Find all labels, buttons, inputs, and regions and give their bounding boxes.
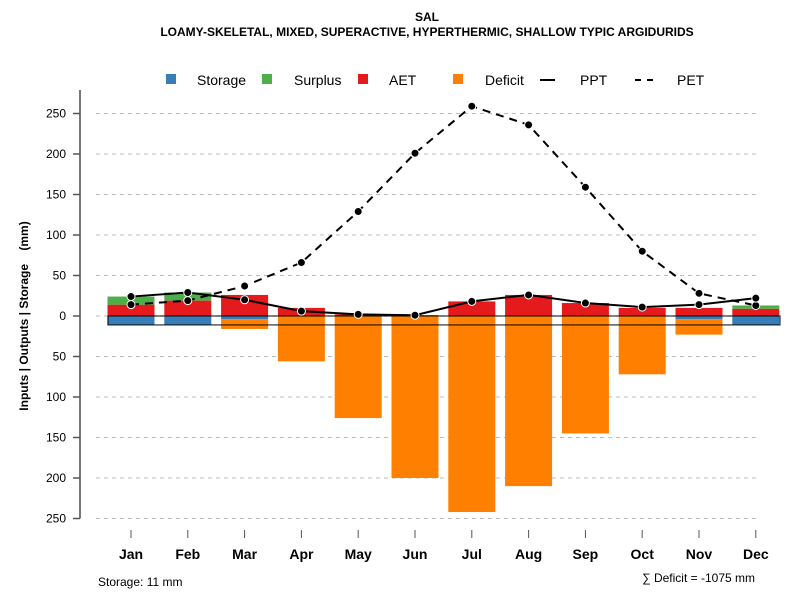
legend-swatch-storage — [166, 74, 176, 84]
legend-swatch-surplus — [262, 74, 272, 84]
deficit-bar — [391, 316, 439, 478]
y-tick-label: 100 — [46, 228, 66, 242]
storage-bar — [221, 316, 269, 320]
x-tick-label: Apr — [289, 546, 314, 562]
pet-point — [580, 182, 590, 192]
aet-bar — [505, 294, 553, 316]
chart-subtitle: LOAMY-SKELETAL, MIXED, SUPERACTIVE, HYPE… — [160, 25, 693, 39]
y-tick-label: 200 — [46, 471, 66, 485]
pet-point — [410, 148, 420, 158]
pet-point — [183, 296, 193, 306]
y-tick-label: 50 — [53, 350, 67, 364]
ppt-point — [353, 309, 363, 319]
y-tick-label: 250 — [46, 512, 66, 526]
x-tick-label: Nov — [686, 546, 713, 562]
legend-label: Surplus — [294, 72, 341, 88]
deficit-bar — [505, 316, 553, 487]
y-tick-label: 0 — [59, 309, 66, 323]
deficit-bar — [618, 316, 666, 375]
legend-item-ppt: PPT — [540, 72, 608, 88]
x-tick-label: Dec — [743, 546, 769, 562]
y-tick-label: 150 — [46, 188, 66, 202]
ppt-point — [751, 293, 761, 303]
deficit-bar — [221, 319, 269, 329]
legend: Storage Surplus AET Deficit PPT PET — [166, 72, 705, 88]
ppt-point — [240, 295, 250, 305]
pet-point — [240, 281, 250, 291]
x-tick-label: May — [345, 546, 372, 562]
lines — [126, 101, 761, 320]
y-tick-label: 250 — [46, 107, 66, 121]
deficit-bar — [448, 316, 496, 513]
y-tick-label: 200 — [46, 147, 66, 161]
deficit-bar — [334, 316, 382, 419]
ppt-point — [580, 298, 590, 308]
aet-bar — [732, 308, 780, 316]
storage-bar — [164, 316, 212, 325]
pet-point — [694, 288, 704, 298]
storage-bar — [107, 316, 155, 325]
storage-bar — [675, 316, 723, 320]
y-tick-label: 150 — [46, 431, 66, 445]
storage-bar — [732, 316, 780, 325]
aet-bar — [107, 304, 155, 316]
pet-point — [524, 120, 534, 130]
aet-bar — [618, 307, 666, 316]
legend-label: PPT — [580, 72, 608, 88]
ppt-point — [694, 300, 704, 310]
legend-item-deficit: Deficit — [453, 72, 524, 88]
ppt-point — [183, 288, 193, 298]
ppt-point — [296, 306, 306, 316]
y-axis-label: Inputs | Outputs | Storage (mm) — [17, 221, 31, 410]
legend-item-storage: Storage — [166, 72, 246, 88]
deficit-bar — [561, 316, 609, 434]
ppt-point — [637, 302, 647, 312]
ppt-point — [524, 290, 534, 300]
pet-line — [130, 105, 757, 307]
ppt-point — [410, 310, 420, 320]
x-tick-label: Sep — [573, 546, 599, 562]
deficit-bar — [675, 319, 723, 335]
legend-item-pet: PET — [635, 72, 705, 88]
legend-swatch-deficit — [453, 74, 463, 84]
chart-title: SAL — [415, 10, 439, 24]
deficit-sum: ∑ Deficit = -1075 mm — [642, 571, 755, 585]
legend-label: Storage — [197, 72, 246, 88]
legend-item-aet: AET — [358, 72, 417, 88]
pet-point — [467, 101, 477, 111]
pet-point — [353, 207, 363, 217]
axes: 250 200 150 100 50 0 50 100 150 200 250 Jan Feb Mar Ap… — [46, 90, 769, 562]
y-tick-label: 100 — [46, 390, 66, 404]
aet-bar — [561, 303, 609, 316]
legend-label: Deficit — [485, 72, 524, 88]
x-tick-label: Mar — [232, 546, 257, 562]
x-tick-label: Jan — [119, 546, 143, 562]
y-tick-label: 50 — [53, 269, 67, 283]
legend-swatch-aet — [358, 74, 368, 84]
pet-point — [637, 246, 647, 256]
pet-point — [296, 258, 306, 268]
ppt-point — [126, 292, 136, 302]
storage-frame — [107, 315, 781, 326]
pet-point — [126, 300, 136, 310]
ppt-line — [130, 291, 756, 317]
ppt-point — [467, 296, 477, 306]
x-tick-label: Jun — [403, 546, 428, 562]
aet-bar — [221, 294, 269, 316]
x-tick-label: Oct — [631, 546, 655, 562]
storage-note: Storage: 11 mm — [98, 575, 182, 589]
legend-label: AET — [389, 72, 417, 88]
legend-label: PET — [677, 72, 705, 88]
x-tick-label: Jul — [462, 546, 482, 562]
legend-item-surplus: Surplus — [262, 72, 341, 88]
storage-capacity-box — [107, 315, 781, 326]
x-tick-label: Feb — [175, 546, 200, 562]
aet-bar — [164, 300, 212, 316]
aet-bar — [675, 307, 723, 316]
deficit-bar — [277, 316, 325, 362]
x-tick-label: Aug — [515, 546, 542, 562]
